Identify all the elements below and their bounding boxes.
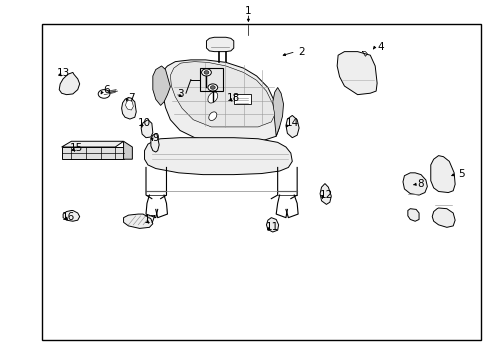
Text: 9: 9: [152, 133, 159, 143]
Polygon shape: [63, 211, 80, 221]
Polygon shape: [407, 209, 418, 221]
Polygon shape: [125, 100, 133, 110]
Polygon shape: [61, 147, 123, 159]
Ellipse shape: [208, 112, 216, 121]
Polygon shape: [59, 72, 80, 95]
Polygon shape: [402, 173, 427, 195]
Text: 14: 14: [285, 118, 298, 128]
Bar: [42, 24, 480, 339]
Text: 7: 7: [128, 93, 134, 103]
Circle shape: [207, 84, 217, 91]
Text: 1: 1: [244, 6, 251, 16]
Polygon shape: [123, 214, 153, 228]
Polygon shape: [430, 156, 454, 193]
Polygon shape: [285, 116, 299, 138]
Text: 13: 13: [57, 68, 70, 78]
Polygon shape: [431, 208, 454, 227]
Polygon shape: [123, 141, 132, 159]
Bar: [199, 68, 223, 91]
Polygon shape: [141, 120, 153, 138]
Bar: [233, 94, 250, 104]
Polygon shape: [320, 184, 330, 204]
Text: 3: 3: [177, 89, 183, 99]
Polygon shape: [206, 37, 233, 51]
Text: 5: 5: [457, 168, 464, 179]
Text: 10: 10: [138, 118, 151, 128]
Polygon shape: [153, 66, 170, 105]
Polygon shape: [266, 218, 278, 232]
Text: 18: 18: [227, 93, 240, 103]
Text: 8: 8: [417, 179, 424, 189]
Text: 17: 17: [144, 215, 157, 225]
Circle shape: [203, 71, 208, 74]
Polygon shape: [160, 60, 279, 140]
Polygon shape: [122, 98, 136, 119]
Circle shape: [210, 86, 215, 89]
Polygon shape: [336, 51, 376, 95]
Text: 12: 12: [319, 190, 332, 200]
Polygon shape: [272, 87, 283, 136]
Text: 11: 11: [265, 222, 279, 232]
Polygon shape: [61, 141, 123, 147]
Polygon shape: [144, 138, 292, 175]
Text: 2: 2: [298, 46, 305, 57]
Text: 4: 4: [377, 42, 384, 51]
Circle shape: [98, 90, 110, 98]
Polygon shape: [151, 134, 159, 152]
Ellipse shape: [207, 92, 217, 103]
Text: 16: 16: [61, 212, 75, 221]
Circle shape: [201, 69, 211, 76]
Text: 6: 6: [103, 85, 110, 95]
Text: 15: 15: [69, 143, 83, 153]
Polygon shape: [170, 62, 274, 127]
